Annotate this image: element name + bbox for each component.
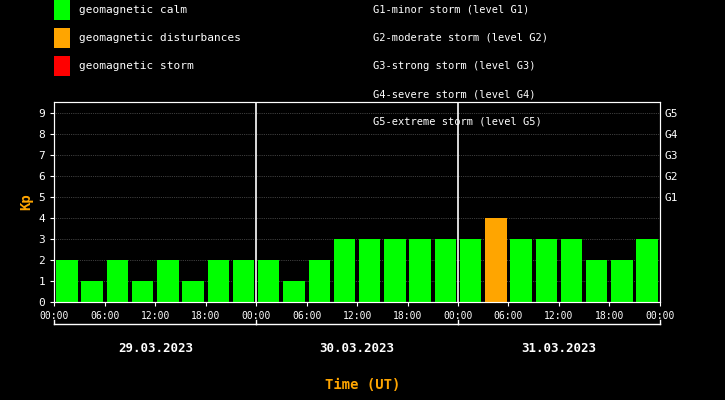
Bar bbox=[107, 260, 128, 302]
Text: geomagnetic calm: geomagnetic calm bbox=[79, 5, 187, 15]
Bar bbox=[233, 260, 254, 302]
Bar bbox=[132, 281, 154, 302]
Bar bbox=[637, 239, 658, 302]
Text: G2-moderate storm (level G2): G2-moderate storm (level G2) bbox=[373, 33, 548, 43]
Bar bbox=[57, 260, 78, 302]
Bar bbox=[384, 239, 405, 302]
Bar bbox=[81, 281, 103, 302]
Bar bbox=[460, 239, 481, 302]
Bar bbox=[283, 281, 304, 302]
Text: geomagnetic storm: geomagnetic storm bbox=[79, 61, 194, 71]
Bar bbox=[410, 239, 431, 302]
Text: Time (UT): Time (UT) bbox=[325, 378, 400, 392]
Text: 29.03.2023: 29.03.2023 bbox=[117, 342, 193, 354]
Text: G3-strong storm (level G3): G3-strong storm (level G3) bbox=[373, 61, 536, 71]
Bar bbox=[359, 239, 381, 302]
Bar bbox=[485, 218, 507, 302]
Bar bbox=[611, 260, 633, 302]
Text: G1-minor storm (level G1): G1-minor storm (level G1) bbox=[373, 5, 530, 15]
Bar bbox=[183, 281, 204, 302]
Bar bbox=[434, 239, 456, 302]
Bar bbox=[536, 239, 557, 302]
Bar bbox=[309, 260, 330, 302]
Bar bbox=[207, 260, 229, 302]
Bar bbox=[586, 260, 608, 302]
Text: 30.03.2023: 30.03.2023 bbox=[320, 342, 394, 354]
Bar bbox=[157, 260, 178, 302]
Bar bbox=[510, 239, 531, 302]
Y-axis label: Kp: Kp bbox=[19, 194, 33, 210]
Text: 31.03.2023: 31.03.2023 bbox=[521, 342, 597, 354]
Text: G5-extreme storm (level G5): G5-extreme storm (level G5) bbox=[373, 117, 542, 127]
Bar bbox=[258, 260, 280, 302]
Bar bbox=[560, 239, 582, 302]
Bar bbox=[334, 239, 355, 302]
Text: geomagnetic disturbances: geomagnetic disturbances bbox=[79, 33, 241, 43]
Text: G4-severe storm (level G4): G4-severe storm (level G4) bbox=[373, 89, 536, 99]
